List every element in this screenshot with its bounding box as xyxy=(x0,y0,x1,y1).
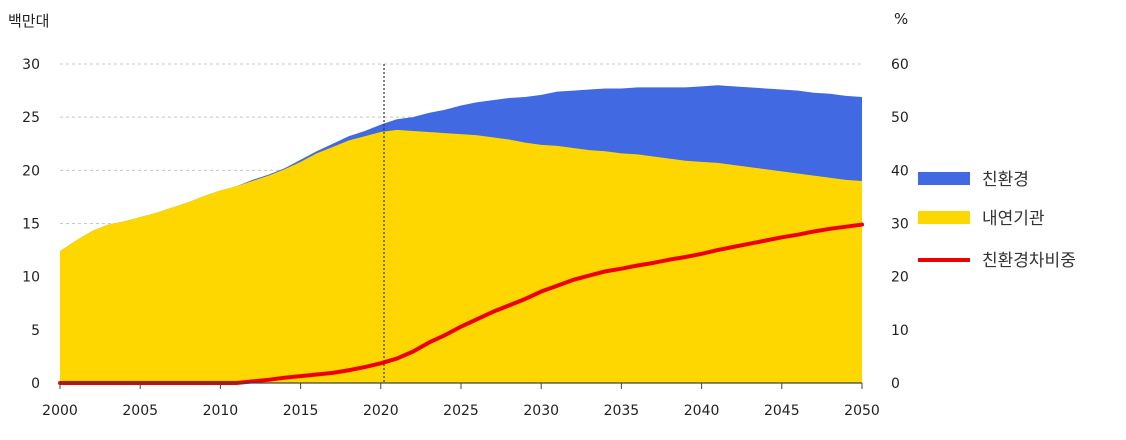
y-right-tick-label-30: 30 xyxy=(891,217,909,233)
x-tick-label-2035: 2035 xyxy=(604,403,640,419)
y-right-tick-label-10: 10 xyxy=(891,323,909,339)
legend-swatch-1 xyxy=(918,211,970,224)
y-left-tick-label-20: 20 xyxy=(22,163,40,179)
x-tick-label-2040: 2040 xyxy=(684,403,720,419)
x-tick-label-2045: 2045 xyxy=(764,403,800,419)
x-tick-label-2030: 2030 xyxy=(523,403,559,419)
legend-label-2: 친환경차비중 xyxy=(982,251,1076,271)
x-tick-label-2010: 2010 xyxy=(203,403,239,419)
y-right-tick-label-0: 0 xyxy=(891,376,900,392)
y-left-tick-label-10: 10 xyxy=(22,270,40,286)
left-axis-unit: 백만대 xyxy=(8,12,49,30)
y-right-tick-label-20: 20 xyxy=(891,270,909,286)
y-right-tick-label-40: 40 xyxy=(891,163,909,179)
x-tick-label-2005: 2005 xyxy=(122,403,158,419)
legend-label-0: 친환경 xyxy=(982,170,1029,190)
y-left-tick-label-0: 0 xyxy=(31,376,40,392)
area-series xyxy=(60,85,862,384)
y-right-tick-label-60: 60 xyxy=(891,57,909,73)
axes: 2000 2005 2010 2015 2020 2025 2030 2035 2040 2045… xyxy=(22,57,909,419)
x-tick-label-2025: 2025 xyxy=(443,403,479,419)
legend-swatch-0 xyxy=(918,172,970,185)
y-left-tick-label-15: 15 xyxy=(22,217,40,233)
right-axis-unit: % xyxy=(894,10,908,28)
y-left-tick-label-30: 30 xyxy=(22,57,40,73)
y-left-tick-label-25: 25 xyxy=(22,110,40,126)
x-tick-label-2000: 2000 xyxy=(42,403,78,419)
y-right-tick-label-50: 50 xyxy=(891,110,909,126)
y-left-tick-label-5: 5 xyxy=(31,323,40,339)
x-tick-label-2015: 2015 xyxy=(283,403,319,419)
area-ice xyxy=(60,129,862,383)
legend-label-1: 내연기관 xyxy=(982,209,1045,229)
x-tick-label-2020: 2020 xyxy=(363,403,399,419)
x-tick-label-2050: 2050 xyxy=(844,403,880,419)
